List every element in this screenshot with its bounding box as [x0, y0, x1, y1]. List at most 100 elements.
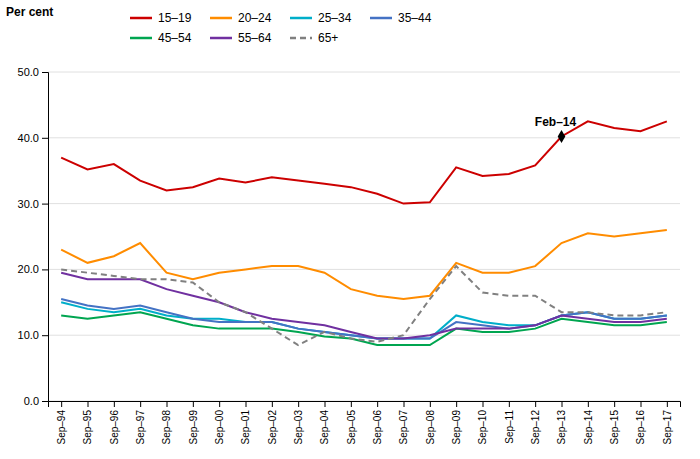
x-tick: Sep–02: [267, 401, 278, 444]
series-line: [61, 121, 667, 203]
x-tick-mark: [509, 401, 510, 407]
legend-label: 15–19: [158, 11, 192, 25]
x-tick-mark: [246, 401, 247, 407]
x-tick-mark: [404, 401, 405, 407]
grid-line: [48, 203, 680, 204]
chart: 0.010.020.030.040.050.0Sep–94Sep–95Sep–9…: [0, 0, 700, 459]
x-tick: Sep–99: [188, 401, 199, 444]
x-tick-label: Sep–97: [135, 410, 146, 445]
legend-swatch: [130, 37, 152, 40]
annotation-text: Feb–14: [535, 115, 577, 129]
y-tick-label: 50.0: [18, 66, 39, 78]
x-tick: Sep–17: [662, 401, 673, 444]
x-tick: Sep–16: [635, 401, 646, 444]
legend-label: 25–34: [318, 11, 352, 25]
legend-swatch: [210, 17, 232, 20]
series-line: [61, 299, 667, 338]
x-tick-label: Sep–12: [530, 410, 541, 445]
y-tick-label: 0.0: [24, 395, 39, 407]
x-tick-mark: [377, 401, 378, 407]
x-tick-label: Sep–98: [161, 410, 172, 445]
x-tick-label: Sep–04: [319, 410, 330, 445]
x-tick: Sep–11: [504, 401, 515, 444]
legend-swatch: [370, 17, 392, 20]
legend-swatch: [290, 37, 312, 40]
legend-item: 25–34: [290, 11, 352, 25]
x-tick: Sep–98: [161, 401, 172, 444]
y-tick-label: 10.0: [18, 329, 39, 341]
x-tick: Sep–10: [477, 401, 488, 444]
legend-swatch: [290, 17, 312, 20]
y-tick: 20.0: [18, 263, 48, 275]
y-tick: 40.0: [18, 132, 48, 144]
y-tick-mark: [42, 335, 48, 336]
legend-label: 35–44: [398, 11, 432, 25]
plot: 0.010.020.030.040.050.0Sep–94Sep–95Sep–9…: [18, 66, 681, 444]
x-tick: Sep–13: [556, 401, 567, 444]
x-tick-mark: [272, 401, 273, 407]
y-axis-line: [42, 73, 49, 402]
x-tick-mark: [562, 401, 563, 407]
x-tick: Sep–09: [451, 401, 462, 444]
x-tick-label: Sep–08: [425, 410, 436, 445]
x-tick: Sep–08: [425, 401, 436, 444]
legend-item: 20–24: [210, 11, 272, 25]
x-tick-label: Sep–17: [662, 410, 673, 445]
y-tick-mark: [42, 269, 48, 270]
y-tick: 30.0: [18, 198, 48, 210]
legend-label: 20–24: [238, 11, 272, 25]
x-tick: Sep–97: [135, 401, 146, 444]
x-tick: Sep–12: [530, 401, 541, 444]
x-tick-mark: [219, 401, 220, 407]
x-tick: Sep–06: [372, 401, 383, 444]
y-tick-label: 40.0: [18, 132, 39, 144]
x-tick-label: Sep–13: [556, 410, 567, 445]
legend-label: 45–54: [158, 31, 192, 45]
x-tick-label: Sep–02: [267, 410, 278, 445]
y-tick: 50.0: [18, 66, 48, 78]
x-tick-label: Sep–14: [583, 410, 594, 445]
x-tick: Sep–05: [346, 401, 357, 444]
x-tick: Sep–94: [56, 401, 67, 444]
x-tick-label: Sep–05: [346, 410, 357, 445]
grid-line: [48, 72, 680, 73]
x-tick-mark: [61, 401, 62, 407]
x-tick-label: Sep–94: [56, 410, 67, 445]
grid-line: [48, 137, 680, 138]
x-tick: Sep–00: [214, 401, 225, 444]
lines: [61, 121, 667, 345]
series-line: [61, 266, 667, 345]
x-tick-mark: [193, 401, 194, 407]
x-tick: Sep–14: [583, 401, 594, 444]
y-tick-mark: [42, 72, 48, 73]
legend-label: 55–64: [238, 31, 272, 45]
x-tick-mark: [114, 401, 115, 407]
x-tick-mark: [588, 401, 589, 407]
legend-item: 55–64: [210, 31, 272, 45]
y-tick: 0.0: [24, 395, 48, 407]
x-tick-mark: [641, 401, 642, 407]
series-line: [61, 230, 667, 299]
x-tick: Sep–03: [293, 401, 304, 444]
legend-label: 65+: [318, 31, 338, 45]
annotation-marker: [558, 130, 566, 143]
legend-item: 45–54: [130, 31, 192, 45]
grid-line: [48, 269, 680, 270]
legend: 15–19 20–24 25–34 35–44 45–54 55–64 65+: [130, 11, 432, 45]
x-tick-mark: [351, 401, 352, 407]
series-line: [61, 273, 667, 339]
legend-item: 15–19: [130, 11, 192, 25]
y-tick-mark: [42, 138, 48, 139]
x-tick-label: Sep–15: [609, 410, 620, 445]
x-tick-mark: [456, 401, 457, 407]
x-tick: Sep–04: [319, 401, 330, 444]
x-tick-mark: [614, 401, 615, 407]
x-tick-label: Sep–07: [398, 410, 409, 445]
x-tick-label: Sep–11: [504, 410, 515, 444]
x-tick-mark: [325, 401, 326, 407]
x-tick-label: Sep–99: [188, 410, 199, 445]
x-tick-label: Sep–00: [214, 410, 225, 445]
x-tick-mark: [167, 401, 168, 407]
x-tick-mark: [667, 401, 668, 407]
legend-item: 35–44: [370, 11, 432, 25]
